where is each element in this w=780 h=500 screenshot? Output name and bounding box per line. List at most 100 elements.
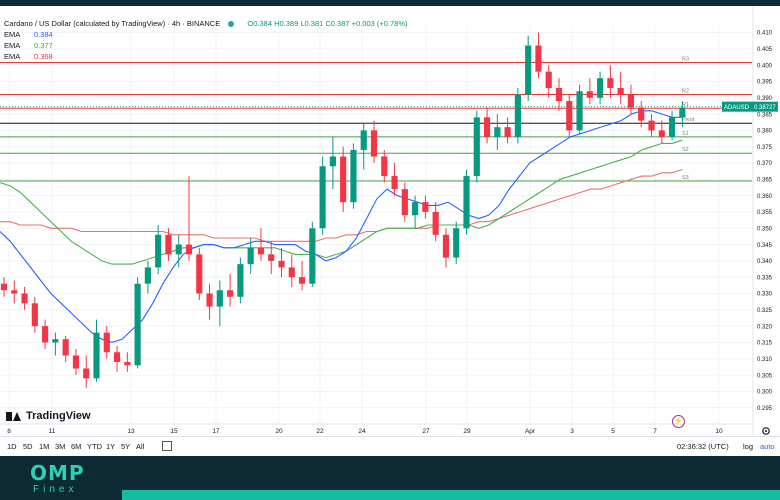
candle-body[interactable] — [206, 293, 213, 307]
symbol-title[interactable]: Cardano / US Dollar (calculated by Tradi… — [4, 19, 221, 28]
lightning-icon[interactable]: ⚡ — [672, 415, 685, 428]
candle-body[interactable] — [124, 362, 131, 366]
candle-body[interactable] — [638, 107, 645, 121]
candle-body[interactable] — [134, 283, 141, 366]
candle-body[interactable] — [93, 332, 100, 379]
candle-body[interactable] — [144, 267, 151, 284]
candle-body[interactable] — [165, 234, 172, 255]
candle-body[interactable] — [11, 290, 18, 294]
candle-body[interactable] — [576, 91, 583, 131]
candle-body[interactable] — [545, 71, 552, 88]
pivot-level-label: S3 — [682, 175, 689, 181]
candle-body[interactable] — [432, 211, 439, 235]
candle-body[interactable] — [185, 244, 193, 255]
candle-body[interactable] — [514, 94, 521, 137]
tradingview-logo[interactable]: TradingView — [6, 410, 91, 422]
timeframe-1m-button[interactable]: 1M — [39, 442, 50, 451]
candle-body[interactable] — [268, 254, 275, 261]
candle-body[interactable] — [247, 247, 254, 265]
timeframe-5y-button[interactable]: 5Y — [121, 442, 131, 451]
candle-body[interactable] — [648, 120, 655, 131]
ema-slow-line — [0, 168, 683, 242]
candle-body[interactable] — [381, 156, 388, 177]
candle-body[interactable] — [298, 277, 306, 284]
y-tick-label: 0.380 — [757, 129, 773, 135]
timeframe-ytd-button[interactable]: YTD — [87, 442, 102, 451]
candle-body[interactable] — [412, 202, 419, 216]
candle-body[interactable] — [617, 87, 624, 95]
candle-body[interactable] — [494, 127, 501, 137]
candle-body[interactable] — [72, 355, 80, 369]
candle-body[interactable] — [453, 228, 460, 258]
candle-body[interactable] — [401, 189, 408, 216]
price-chart[interactable]: 8 11 13 15 17 20 22 24 27 29 Apr 3 5 7 10 0.410 0.405 0.4… — [0, 6, 780, 436]
timeframe-1y-button[interactable]: 1Y — [106, 442, 116, 451]
candle-body[interactable] — [196, 254, 203, 294]
x-tick-label: 20 — [275, 428, 283, 435]
candle-body[interactable] — [391, 176, 398, 190]
candle-body[interactable] — [83, 368, 90, 379]
candle-body[interactable] — [52, 339, 59, 343]
utc-clock[interactable]: 02:36:32 (UTC) — [677, 442, 729, 451]
candle-body[interactable] — [566, 101, 573, 131]
legend-ema-2[interactable]: EMA 0.377 — [4, 40, 408, 51]
candle-body[interactable] — [473, 117, 480, 177]
timeframe-6m-button[interactable]: 6M — [71, 442, 82, 451]
candle-body[interactable] — [216, 290, 223, 307]
candle-body[interactable] — [155, 234, 162, 268]
candle-body[interactable] — [422, 202, 429, 212]
auto-scale-button[interactable]: auto — [760, 442, 775, 451]
timeframe-all-button[interactable]: All — [136, 442, 145, 451]
legend-ema-3[interactable]: EMA 0.368 — [4, 51, 408, 62]
candle-body[interactable] — [370, 130, 378, 157]
candle-body[interactable] — [360, 130, 367, 150]
candle-body[interactable] — [340, 156, 347, 203]
candle-body[interactable] — [483, 117, 491, 137]
candle-body[interactable] — [329, 156, 336, 167]
candle-body[interactable] — [257, 247, 265, 255]
omp-logo[interactable]: OMP — [30, 461, 85, 485]
candle-body[interactable] — [0, 283, 8, 291]
y-tick-label: 0.365 — [757, 178, 773, 184]
candle-body[interactable] — [309, 228, 316, 284]
candle-body[interactable] — [278, 260, 285, 268]
x-tick-label: 3 — [570, 428, 574, 435]
candle-body[interactable] — [319, 166, 326, 229]
candle-body[interactable] — [42, 326, 49, 343]
candle-body[interactable] — [607, 78, 614, 88]
candle-body[interactable] — [535, 45, 542, 72]
chart-area[interactable]: 8 11 13 15 17 20 22 24 27 29 Apr 3 5 7 10 0.410 0.405 0.4… — [0, 6, 780, 456]
settings-gear-icon[interactable] — [761, 426, 771, 436]
candle-body[interactable] — [350, 149, 357, 203]
candle-body[interactable] — [113, 352, 121, 363]
y-tick-label: 0.300 — [757, 390, 773, 396]
candle-body[interactable] — [103, 332, 110, 353]
candle-body[interactable] — [555, 87, 563, 102]
ema-mid-line — [0, 139, 683, 265]
x-tick-label: 27 — [422, 428, 430, 435]
candle-body[interactable] — [463, 176, 470, 229]
candle-body[interactable] — [31, 303, 38, 327]
timeframe-5d-button[interactable]: 5D — [23, 442, 33, 451]
candle-body[interactable] — [62, 339, 69, 356]
candle-body[interactable] — [227, 290, 234, 297]
candle-body[interactable] — [442, 234, 450, 258]
candle-body[interactable] — [586, 91, 593, 98]
legend-ema-1[interactable]: EMA 0.384 — [4, 29, 408, 40]
candle-body[interactable] — [627, 94, 635, 108]
candle-body[interactable] — [597, 78, 604, 98]
candle-body[interactable] — [175, 244, 182, 255]
candle-body[interactable] — [668, 117, 676, 137]
candle-body[interactable] — [288, 267, 295, 278]
candle-body[interactable] — [525, 45, 532, 95]
candle-body[interactable] — [658, 130, 665, 137]
x-tick-label: 24 — [358, 428, 366, 435]
candle-body[interactable] — [237, 264, 244, 297]
log-scale-button[interactable]: log — [743, 442, 754, 451]
timeframe-3m-button[interactable]: 3M — [55, 442, 66, 451]
candle-body[interactable] — [504, 127, 511, 137]
date-range-icon[interactable] — [162, 441, 172, 451]
timeframe-1d-button[interactable]: 1D — [7, 442, 17, 451]
candle-body[interactable] — [679, 107, 686, 118]
candle-body[interactable] — [21, 293, 28, 304]
